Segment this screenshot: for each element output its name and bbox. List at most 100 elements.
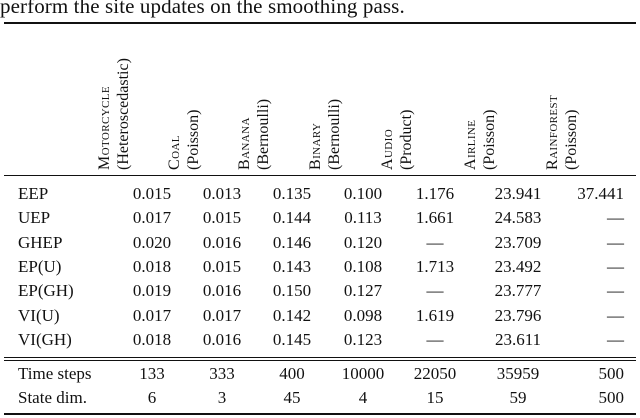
table-cell: 35959: [496, 364, 540, 383]
table-cell: 0.016: [202, 329, 242, 349]
table-cell: 23.796: [494, 305, 542, 325]
column-header-name: Coal: [166, 135, 183, 170]
table-cell: 1.619: [415, 305, 455, 325]
column-header-name: Audio: [379, 128, 396, 170]
table-cell: 500: [598, 364, 625, 383]
table-cell: 0.145: [272, 329, 312, 349]
column-header-note: (Bernoulli): [255, 98, 272, 170]
table-cell: 0.017: [132, 305, 172, 325]
table-row: EEP 0.015 0.013 0.135 0.100 1.176 23.941 37.441: [0, 184, 640, 206]
row-label: GHEP: [18, 232, 63, 252]
table-row: GHEP 0.020 0.016 0.146 0.120 — 23.709 —: [0, 233, 640, 255]
table-cell: —: [426, 232, 444, 252]
table-cell: —: [607, 256, 624, 276]
column-header-label: Banana (Bernoulli): [235, 99, 273, 170]
table-row: EP(GH) 0.019 0.016 0.150 0.127 — 23.777 —: [0, 281, 640, 303]
row-label: EP(GH): [18, 281, 74, 301]
table-cell: 0.020: [132, 232, 172, 252]
column-header-note: (Poisson): [563, 109, 580, 170]
table-cell: 0.146: [272, 232, 312, 252]
table-cell: —: [607, 281, 624, 301]
table-cell: 0.100: [343, 184, 383, 203]
column-header-note: (Product): [398, 109, 415, 170]
row-label: VI(U): [18, 305, 60, 325]
table-cell: —: [607, 208, 624, 228]
caption-text: perform the site updates on the smoothin…: [0, 0, 405, 18]
table-cell: 23.709: [494, 232, 542, 252]
table-bottom-rule: [4, 413, 636, 415]
table-row: Time steps 133 333 400 10000 22050 35959 500: [0, 364, 640, 386]
table-cell: 0.013: [202, 184, 242, 203]
table-cell: 1.176: [415, 184, 455, 203]
column-header-name: Airline: [462, 119, 479, 170]
table-row: VI(GH) 0.018 0.016 0.145 0.123 — 23.611 —: [0, 330, 640, 352]
column-header-name: Binary: [307, 122, 324, 170]
table-cell: 0.016: [202, 232, 242, 252]
table-top-rule: [4, 22, 636, 24]
row-label: Time steps: [18, 364, 92, 383]
table-cell: 0.018: [132, 329, 172, 349]
table-cell: 4: [358, 388, 368, 407]
table-cell: 23.492: [494, 256, 542, 276]
table-cell: 333: [209, 364, 235, 383]
column-header-name: Banana: [236, 117, 253, 170]
table-cell: 0.120: [343, 232, 383, 252]
table-cell: 45: [283, 388, 301, 407]
column-header-note: (Heteroscedastic): [115, 58, 132, 170]
column-header-label: Airline (Poisson): [461, 110, 499, 170]
table-cell: 24.583: [494, 208, 542, 228]
table-cell: 0.123: [343, 329, 383, 349]
table-row: VI(U) 0.017 0.017 0.142 0.098 1.619 23.796 —: [0, 306, 640, 328]
table-cell: —: [607, 305, 624, 325]
table-cell: 0.019: [132, 281, 172, 301]
table-cell: 400: [279, 364, 305, 383]
table-cell: 0.127: [343, 281, 383, 301]
table-cell: 10000: [341, 364, 385, 383]
table-cell: 15: [426, 388, 444, 407]
table-cell: 22050: [413, 364, 457, 383]
column-header-label: Binary (Bernoulli): [306, 99, 344, 170]
table-cell: —: [607, 329, 624, 349]
row-label: EP(U): [18, 256, 62, 276]
table-cell: —: [426, 281, 444, 301]
row-label: State dim.: [18, 388, 87, 407]
column-header-label: Audio (Product): [378, 110, 416, 170]
table-cell: 0.113: [344, 208, 382, 228]
table-cell: 0.135: [272, 184, 312, 203]
table-cell: 0.018: [132, 256, 172, 276]
column-header-name: Motorcycle: [96, 85, 113, 170]
table-cell: 0.142: [272, 305, 312, 325]
table-row: UEP 0.017 0.015 0.144 0.113 1.661 24.583 —: [0, 208, 640, 230]
column-header-name: Rainforest: [544, 94, 561, 170]
table-header-rule: [4, 175, 636, 176]
table-cell: 0.143: [272, 256, 312, 276]
column-header-note: (Poisson): [185, 109, 202, 170]
column-header-note: (Bernoulli): [326, 98, 343, 170]
table-cell: 1.713: [415, 256, 455, 276]
table-cell: 500: [598, 388, 625, 407]
table-cell: —: [607, 232, 624, 252]
column-header-label: Rainforest (Poisson): [543, 95, 581, 170]
table-cell: 59: [509, 388, 527, 407]
table-cell: 0.098: [343, 305, 383, 325]
table-cell: 0.015: [202, 208, 242, 228]
table-separator-rule-2: [4, 360, 636, 361]
row-label: EEP: [18, 184, 49, 203]
table-cell: 23.611: [494, 329, 542, 349]
table-cell: 0.017: [132, 208, 172, 228]
row-label: UEP: [18, 208, 51, 228]
table-cell: 0.144: [272, 208, 312, 228]
table-cell: 23.777: [494, 281, 542, 301]
table-cell: 6: [147, 388, 157, 407]
table-cell: 23.941: [494, 184, 542, 203]
table-cell: 1.661: [415, 208, 455, 228]
table-cell: 0.015: [202, 256, 242, 276]
table-row: EP(U) 0.018 0.015 0.143 0.108 1.713 23.492 —: [0, 257, 640, 279]
table-cell: —: [426, 329, 444, 349]
column-header-note: (Poisson): [481, 109, 498, 170]
table-cell: 3: [217, 388, 227, 407]
row-label: VI(GH): [18, 329, 72, 349]
table-separator-rule: [4, 357, 636, 358]
table-row: State dim. 6 3 45 4 15 59 500: [0, 388, 640, 410]
table-cell: 0.016: [202, 281, 242, 301]
